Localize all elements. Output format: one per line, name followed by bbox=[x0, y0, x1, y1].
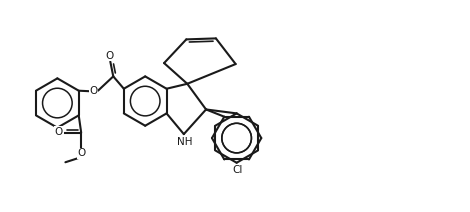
Text: O: O bbox=[55, 127, 63, 137]
Text: NH: NH bbox=[177, 137, 192, 146]
Text: O: O bbox=[106, 51, 114, 61]
Text: O: O bbox=[77, 148, 86, 158]
Text: O: O bbox=[89, 86, 98, 96]
Text: Cl: Cl bbox=[232, 165, 243, 175]
